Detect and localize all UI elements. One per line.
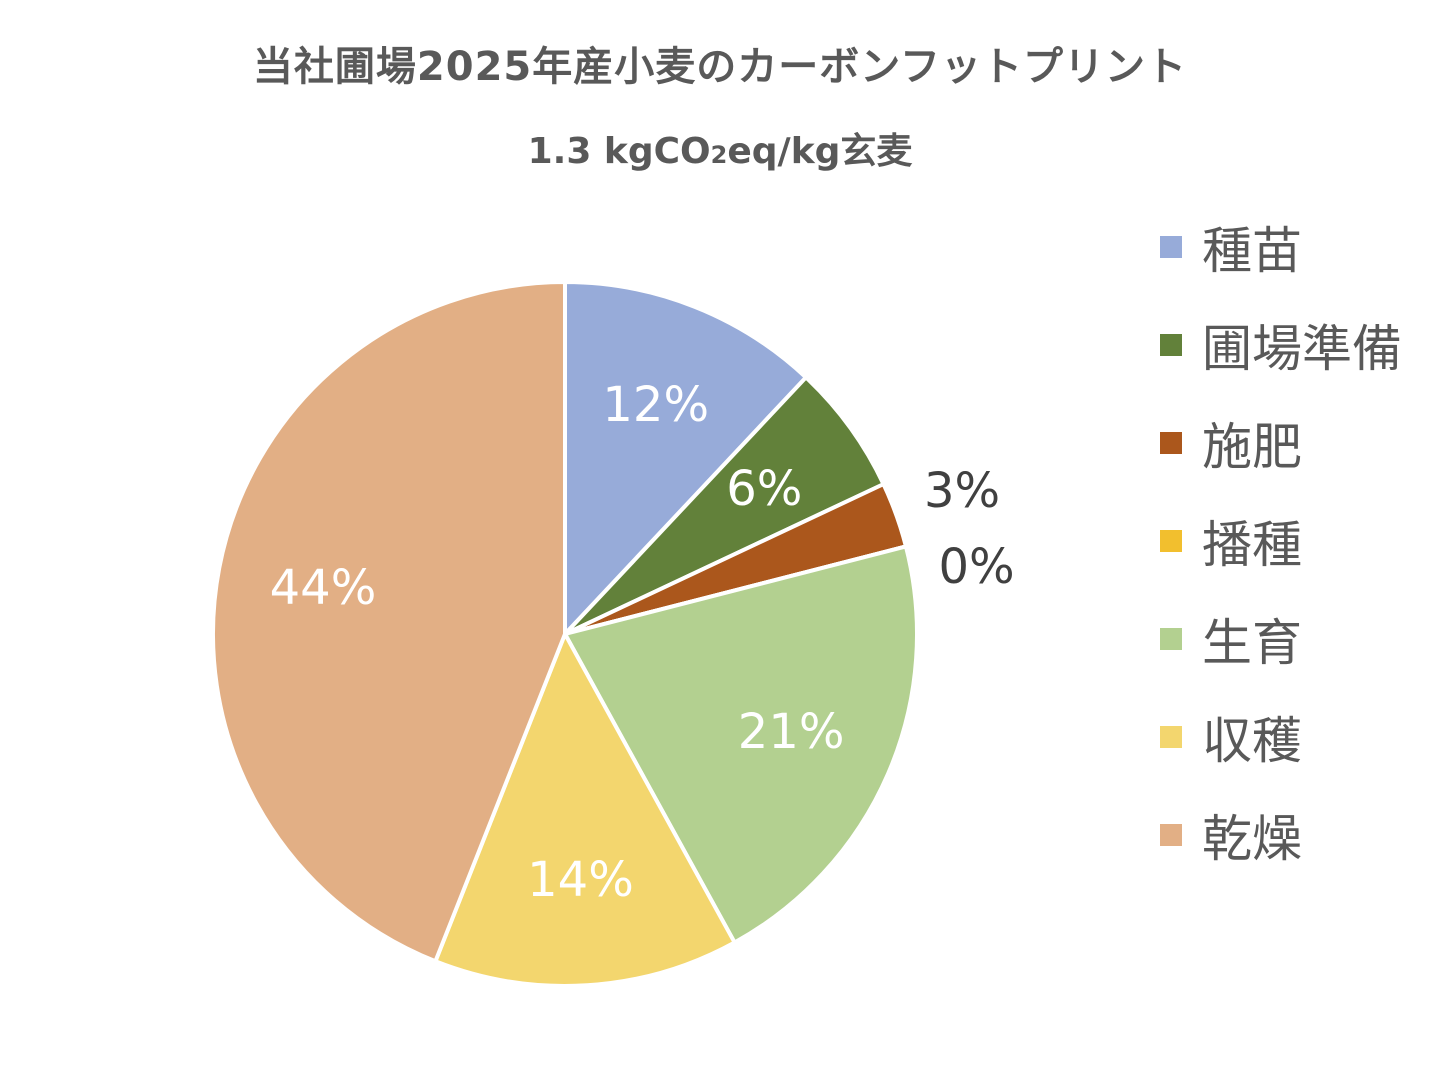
data-label-6: 44% [270, 560, 377, 616]
legend-label-5: 収穫 [1202, 712, 1302, 770]
legend-label-4: 生育 [1202, 614, 1302, 672]
legend-item-3: 播種 [1160, 492, 1430, 590]
legend-item-2: 施肥 [1160, 394, 1430, 492]
data-label-0: 12% [602, 377, 709, 433]
subtitle-value: 1.3 [527, 131, 592, 172]
legend-swatch-6 [1160, 824, 1182, 846]
legend-swatch-2 [1160, 432, 1182, 454]
chart-legend: 種苗圃場準備施肥播種生育収穫乾燥 [1160, 198, 1430, 884]
legend-item-4: 生育 [1160, 590, 1430, 688]
legend-swatch-3 [1160, 530, 1182, 552]
legend-label-0: 種苗 [1202, 222, 1302, 280]
legend-swatch-5 [1160, 726, 1182, 748]
legend-label-1: 圃場準備 [1202, 320, 1402, 378]
pie-slice-1 [563, 375, 886, 636]
data-label-1: 6% [726, 461, 802, 517]
legend-swatch-4 [1160, 628, 1182, 650]
data-label-3: 0% [939, 539, 1015, 595]
legend-swatch-1 [1160, 334, 1182, 356]
subtitle-unit-prefix: kgCO [603, 131, 711, 172]
pie-slice-6 [211, 280, 567, 964]
legend-label-6: 乾燥 [1202, 810, 1302, 868]
pie-slice-5 [433, 632, 737, 988]
data-label-2: 3% [924, 463, 1000, 519]
pie-slice-4 [563, 544, 919, 945]
chart-title: 当社圃場2025年産小麦のカーボンフットプリント [252, 44, 1188, 90]
subtitle-unit-subscript: 2 [710, 141, 728, 169]
chart-subtitle: 1.3 kgCO2eq/kg玄麦 [0, 122, 1440, 174]
pie-slice-0 [563, 280, 808, 636]
subtitle-unit-suffix: eq/kg玄麦 [727, 131, 913, 172]
legend-label-2: 施肥 [1202, 418, 1302, 476]
data-label-5: 14% [527, 852, 634, 908]
legend-swatch-0 [1160, 236, 1182, 258]
legend-item-6: 乾燥 [1160, 786, 1430, 884]
legend-item-0: 種苗 [1160, 198, 1430, 296]
legend-item-1: 圃場準備 [1160, 296, 1430, 394]
data-label-4: 21% [738, 704, 845, 760]
legend-label-3: 播種 [1202, 516, 1302, 574]
legend-item-5: 収穫 [1160, 688, 1430, 786]
